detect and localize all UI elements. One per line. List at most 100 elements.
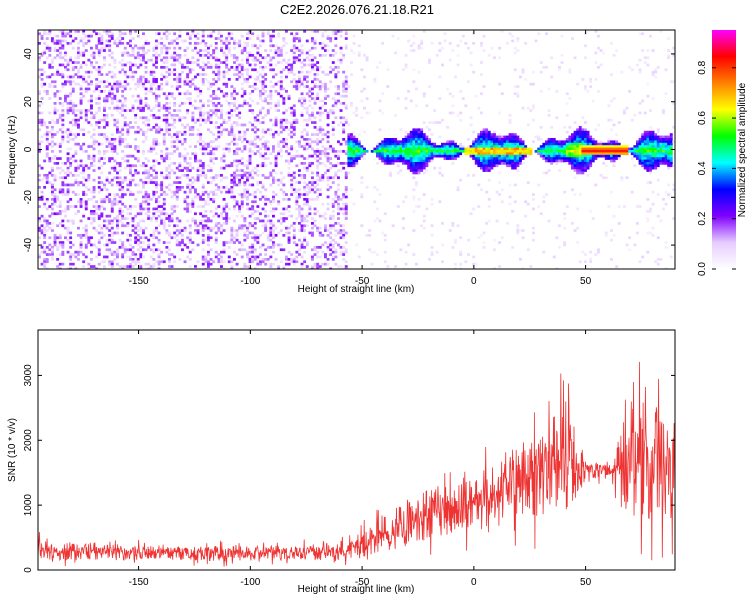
heat-cell <box>38 253 41 256</box>
heat-cell <box>173 46 177 50</box>
heat-cell <box>56 121 60 124</box>
heat-cell <box>160 260 164 264</box>
heat-cell <box>493 157 496 160</box>
heat-cell <box>326 207 330 211</box>
heat-cell <box>108 92 112 96</box>
heat-cell <box>92 195 96 199</box>
heat-cell <box>155 229 158 232</box>
heat-cell <box>329 54 333 57</box>
heat-cell <box>248 37 252 40</box>
heat-cell <box>207 61 210 64</box>
heat-cell <box>188 224 192 228</box>
heat-cell <box>105 30 109 33</box>
heat-cell <box>417 157 421 160</box>
heat-cell <box>209 114 213 117</box>
heat-cell <box>261 39 265 43</box>
heat-cell <box>261 68 265 72</box>
heat-cell <box>191 61 195 64</box>
heat-cell <box>118 169 122 172</box>
heat-cell <box>495 162 499 165</box>
heat-cell <box>90 111 93 115</box>
heat-cell <box>490 133 494 136</box>
heat-cell <box>274 243 278 247</box>
heat-cell <box>191 111 195 115</box>
heat-cell <box>186 195 190 199</box>
heat-cell <box>295 181 299 184</box>
heat-cell <box>430 142 434 146</box>
heat-cell <box>116 118 119 122</box>
heat-cell <box>256 234 260 237</box>
heat-cell <box>344 82 348 86</box>
heat-cell <box>175 238 179 242</box>
heat-cell <box>238 226 242 230</box>
heat-cell <box>295 37 299 40</box>
heat-cell <box>506 140 509 144</box>
heat-cell <box>134 82 138 86</box>
heat-cell <box>430 42 434 45</box>
heat-cell <box>152 145 156 148</box>
heat-cell <box>339 109 343 112</box>
heat-cell <box>214 66 218 69</box>
heat-cell <box>477 135 481 139</box>
heat-cell <box>69 231 73 235</box>
heat-cell <box>240 82 244 86</box>
heat-cell <box>165 116 169 120</box>
heat-cell <box>235 73 239 76</box>
heat-cell <box>389 150 392 153</box>
heat-cell <box>253 142 257 146</box>
heat-cell <box>40 224 44 228</box>
heat-cell <box>58 142 62 146</box>
heat-cell <box>480 73 483 76</box>
heat-cell <box>272 207 275 211</box>
heat-cell <box>173 193 177 196</box>
heat-cell <box>482 166 486 170</box>
heat-cell <box>207 80 210 84</box>
heat-cell <box>38 92 41 96</box>
heat-cell <box>227 246 231 249</box>
heat-cell <box>326 154 330 158</box>
heat-cell <box>64 214 67 218</box>
heat-cell <box>178 258 182 261</box>
heat-cell <box>274 171 278 175</box>
heat-cell <box>139 207 143 211</box>
heat-cell <box>155 174 158 177</box>
heat-cell <box>175 198 179 201</box>
heat-cell <box>261 243 265 247</box>
heat-cell <box>214 207 218 211</box>
heat-cell <box>110 200 114 204</box>
heat-cell <box>324 255 327 259</box>
heat-cell <box>248 51 252 55</box>
heat-cell <box>201 190 205 194</box>
heat-cell <box>511 138 515 141</box>
heat-cell <box>92 51 96 55</box>
heat-cell <box>82 94 86 98</box>
heat-cell <box>69 75 73 79</box>
heat-cell <box>516 92 520 96</box>
heat-cell <box>155 183 158 187</box>
heat-cell <box>409 150 413 153</box>
heat-cell <box>58 210 62 213</box>
heat-cell <box>253 78 257 81</box>
heat-cell <box>264 210 268 213</box>
heat-cell <box>105 94 109 98</box>
heat-cell <box>342 82 346 86</box>
heat-cell <box>147 262 151 266</box>
heat-cell <box>506 157 509 160</box>
heat-cell <box>204 214 208 218</box>
heat-cell <box>448 142 452 146</box>
heat-cell <box>183 80 187 84</box>
heat-cell <box>415 159 418 163</box>
heat-cell <box>51 190 54 194</box>
heat-cell <box>123 250 127 254</box>
heat-cell <box>199 54 203 57</box>
heat-cell <box>253 116 257 120</box>
heat-cell <box>45 152 49 156</box>
heat-cell <box>498 111 502 115</box>
heat-cell <box>69 236 73 240</box>
heat-cell <box>331 54 335 57</box>
heat-cell <box>48 171 52 175</box>
heat-cell <box>113 217 117 220</box>
heat-cell <box>181 70 184 74</box>
heat-cell <box>298 78 301 81</box>
heat-cell <box>480 140 483 144</box>
